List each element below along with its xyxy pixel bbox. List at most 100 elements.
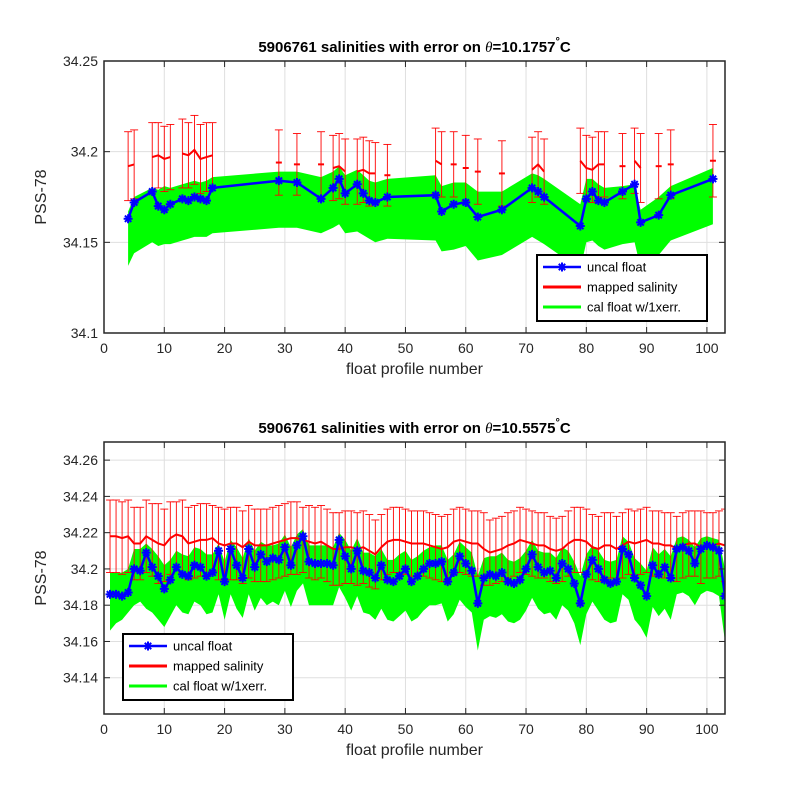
uncal-float-point [382, 575, 392, 585]
legend-label: uncal float [173, 639, 233, 654]
uncal-float-point [226, 544, 236, 554]
title-theta: θ [485, 40, 493, 56]
uncal-float-point [394, 571, 404, 581]
uncal-float-point [316, 194, 326, 204]
uncal-float-point [593, 196, 603, 206]
uncal-float-point [232, 560, 242, 570]
uncal-float-point [153, 201, 163, 211]
mapped-salinity-line [182, 148, 213, 161]
uncal-float-point [636, 580, 646, 590]
uncal-float-point [322, 558, 332, 568]
x-tick-label: 30 [277, 340, 293, 356]
x-tick-label: 30 [277, 721, 293, 737]
uncal-float-point [141, 548, 151, 558]
uncal-float-point [702, 540, 712, 550]
uncal-float-point [473, 598, 483, 608]
uncal-float-point [539, 192, 549, 202]
uncal-float-point [497, 205, 507, 215]
uncal-float-point [147, 187, 157, 197]
uncal-float-point [111, 589, 121, 599]
uncal-float-point [575, 221, 585, 231]
uncal-float-point [563, 564, 573, 574]
legend-marker [143, 641, 153, 651]
uncal-float-point [406, 577, 416, 587]
uncal-float-point [443, 577, 453, 587]
uncal-float-point [624, 549, 634, 559]
uncal-float-point [376, 560, 386, 570]
uncal-float-point [431, 558, 441, 568]
uncal-float-point [129, 197, 139, 207]
axes-box [103, 441, 726, 715]
uncal-float-point [449, 199, 459, 209]
x-tick-label: 70 [518, 721, 534, 737]
title-unit: C [560, 39, 571, 56]
uncal-float-point [527, 549, 537, 559]
uncal-float-point [575, 598, 585, 608]
uncal-float-point [292, 177, 302, 187]
uncal-float-point [437, 207, 447, 217]
uncal-float-point [244, 544, 254, 554]
x-axis-label: float profile number [346, 742, 484, 759]
uncal-float-point [171, 562, 181, 572]
uncal-float-point [328, 560, 338, 570]
uncal-float-point [123, 588, 133, 598]
uncal-float-point [256, 549, 266, 559]
uncal-float-point [533, 562, 543, 572]
axes-box [103, 60, 726, 334]
legend: uncal float mapped salinity cal float w/1x… [122, 633, 294, 701]
uncal-float-point [455, 551, 465, 561]
legend-label: mapped salinity [173, 659, 264, 674]
uncal-float-point [195, 194, 205, 204]
uncal-float-point [714, 546, 724, 556]
uncal-float-point [274, 555, 284, 565]
uncal-float-point [340, 188, 350, 198]
title-text: 5906761 salinities with error on [258, 39, 485, 56]
uncal-float-point [214, 546, 224, 556]
uncal-float-point [708, 174, 718, 184]
uncal-float-point [515, 575, 525, 585]
uncal-float-markers [105, 531, 725, 608]
uncal-float-point [630, 179, 640, 189]
uncal-float-point [611, 577, 621, 587]
x-tick-label: 50 [398, 721, 414, 737]
uncal-float-point [352, 179, 362, 189]
y-tick-label: 34.22 [63, 525, 98, 541]
uncal-float-point [449, 568, 459, 578]
y-tick-label: 34.2 [71, 561, 98, 577]
uncal-float-point [177, 194, 187, 204]
chart-title: 5906761 salinities with error on θ=10.55… [258, 417, 571, 437]
uncal-float-point [292, 540, 302, 550]
uncal-float-point [400, 564, 410, 574]
uncal-float-point [654, 569, 664, 579]
x-tick-label: 20 [217, 721, 233, 737]
uncal-float-point [310, 558, 320, 568]
uncal-float-point [509, 578, 519, 588]
x-tick-label: 50 [398, 340, 414, 356]
uncal-float-point [479, 573, 489, 583]
uncal-float-point [666, 190, 676, 200]
uncal-float-point [388, 577, 398, 587]
uncal-float-point [334, 535, 344, 545]
uncal-float-point [467, 566, 477, 576]
uncal-float-point [364, 196, 374, 206]
x-tick-label: 100 [695, 340, 719, 356]
uncal-float-point [135, 566, 145, 576]
y-tick-label: 34.25 [63, 53, 98, 69]
uncal-float-point [587, 555, 597, 565]
cal-float-band [128, 166, 713, 270]
uncal-float-point [358, 188, 368, 198]
x-tick-label: 10 [157, 340, 173, 356]
uncal-float-point [123, 214, 133, 224]
uncal-float-point [364, 568, 374, 578]
ticks: 0 10 20 30 40 50 60 70 80 90 100 34.1 34.15 34.2 34.25 [63, 53, 725, 356]
uncal-float-point [581, 194, 591, 204]
y-tick-label: 34.24 [63, 488, 98, 504]
uncal-float-point [165, 199, 175, 209]
uncal-float-point [648, 560, 658, 570]
uncal-float-point [636, 217, 646, 227]
uncal-float-point [491, 571, 501, 581]
uncal-float-point [183, 196, 193, 206]
uncal-float-point [304, 557, 314, 567]
uncal-float-point [533, 187, 543, 197]
